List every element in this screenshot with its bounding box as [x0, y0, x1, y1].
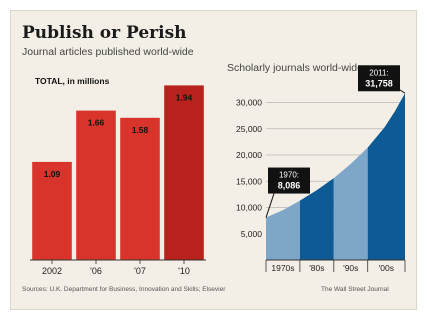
area-segment-3 — [368, 93, 405, 260]
annotation-value-label-0: 8,086 — [278, 181, 301, 191]
area-y-tick-label-3: 20,000 — [236, 150, 262, 160]
annotation-value-label-1: 31,758 — [365, 78, 393, 88]
area-y-tick-label-4: 25,000 — [236, 124, 262, 134]
area-x-tick-label-2: '90s — [343, 263, 358, 273]
area-x-tick-label-3: '00s — [379, 263, 394, 273]
area-segment-0 — [266, 201, 300, 260]
area-segment-2 — [334, 148, 368, 260]
area-y-tick-label-0: 5,000 — [241, 229, 263, 239]
bar-x-tick-label-1: '06 — [90, 266, 102, 276]
bar-x-tick-label-0: 2002 — [42, 266, 62, 276]
area-x-tick-label-0: 1970s — [271, 263, 294, 273]
annotation-year-label-1: 2011: — [369, 68, 388, 77]
bar-x-tick-label-3: '10 — [178, 266, 190, 276]
bar-value-label-0: 1.09 — [44, 169, 61, 179]
bar-3 — [164, 85, 204, 260]
bar-value-label-2: 1.58 — [132, 125, 149, 135]
bar-value-label-3: 1.94 — [176, 92, 193, 102]
area-y-tick-label-1: 10,000 — [236, 203, 262, 213]
area-y-tick-label-2: 15,000 — [236, 176, 262, 186]
annotation-year-label-0: 1970: — [279, 171, 299, 180]
bar-2 — [120, 118, 160, 260]
area-x-tick-label-1: '80s — [309, 263, 324, 273]
bar-x-tick-label-2: '07 — [134, 266, 146, 276]
area-y-tick-label-5: 30,000 — [236, 98, 262, 108]
bar-1 — [76, 111, 116, 260]
annotation-leader-0 — [266, 194, 274, 218]
bar-value-label-1: 1.66 — [88, 118, 105, 128]
